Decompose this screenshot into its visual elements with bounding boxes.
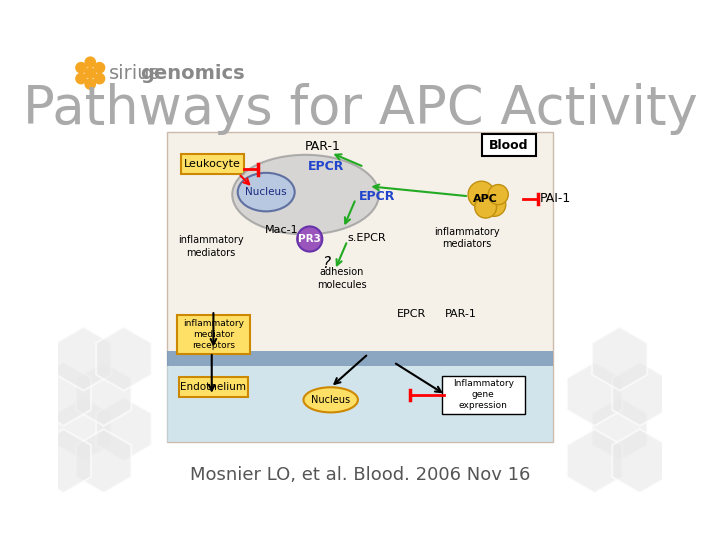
Bar — [167, 351, 553, 366]
Polygon shape — [56, 397, 111, 461]
Text: PAR-1: PAR-1 — [444, 308, 477, 319]
Polygon shape — [76, 429, 131, 493]
Polygon shape — [567, 362, 622, 426]
Text: PR3: PR3 — [298, 234, 321, 244]
Text: inflammatory
mediators: inflammatory mediators — [434, 227, 500, 249]
FancyBboxPatch shape — [179, 377, 248, 397]
Circle shape — [75, 62, 87, 73]
Circle shape — [482, 193, 505, 217]
Circle shape — [474, 196, 497, 218]
Text: s.EPCR: s.EPCR — [347, 233, 386, 243]
Polygon shape — [56, 327, 111, 390]
Polygon shape — [567, 429, 622, 493]
Polygon shape — [612, 362, 667, 426]
Text: ?: ? — [323, 256, 330, 271]
Polygon shape — [76, 362, 131, 426]
Bar — [167, 366, 553, 442]
Ellipse shape — [303, 387, 358, 413]
FancyBboxPatch shape — [181, 153, 244, 174]
Text: Endothelium: Endothelium — [181, 382, 246, 392]
Text: Mac-1: Mac-1 — [265, 225, 299, 235]
Polygon shape — [96, 397, 151, 461]
Text: Leukocyte: Leukocyte — [184, 159, 241, 168]
Text: genomics: genomics — [140, 64, 245, 83]
FancyBboxPatch shape — [167, 132, 553, 442]
Circle shape — [75, 73, 87, 84]
Polygon shape — [36, 362, 91, 426]
Text: Nucleus: Nucleus — [246, 187, 287, 197]
Polygon shape — [96, 327, 151, 390]
Text: Pathways for APC Activity: Pathways for APC Activity — [22, 83, 698, 135]
Text: APC: APC — [473, 194, 498, 204]
FancyBboxPatch shape — [482, 134, 536, 156]
Polygon shape — [592, 397, 647, 461]
Text: Inflammatory
gene
expression: Inflammatory gene expression — [453, 379, 513, 410]
Text: PAR-1: PAR-1 — [305, 139, 341, 152]
Text: Nucleus: Nucleus — [311, 395, 350, 405]
Circle shape — [297, 226, 323, 252]
Text: inflammatory
mediators: inflammatory mediators — [178, 235, 243, 258]
Text: EPCR: EPCR — [359, 190, 395, 203]
FancyBboxPatch shape — [176, 315, 251, 354]
Text: Blood: Blood — [490, 139, 529, 152]
Circle shape — [468, 181, 495, 208]
Circle shape — [84, 78, 96, 90]
Text: PAI-1: PAI-1 — [540, 192, 572, 205]
Polygon shape — [592, 327, 647, 390]
Text: inflammatory
mediator
receptors: inflammatory mediator receptors — [183, 319, 244, 350]
Circle shape — [488, 185, 508, 205]
Ellipse shape — [238, 173, 294, 211]
Polygon shape — [36, 429, 91, 493]
Circle shape — [94, 73, 105, 84]
FancyBboxPatch shape — [442, 375, 525, 414]
Text: Mosnier LO, et al. Blood. 2006 Nov 16: Mosnier LO, et al. Blood. 2006 Nov 16 — [190, 466, 530, 484]
Ellipse shape — [233, 155, 379, 234]
Circle shape — [84, 68, 96, 79]
Polygon shape — [612, 429, 667, 493]
Circle shape — [84, 56, 96, 68]
Text: EPCR: EPCR — [308, 160, 345, 173]
Text: adhesion
molecules: adhesion molecules — [317, 267, 366, 289]
Circle shape — [94, 62, 105, 73]
Text: EPCR: EPCR — [397, 308, 426, 319]
Text: sirius: sirius — [109, 64, 161, 83]
